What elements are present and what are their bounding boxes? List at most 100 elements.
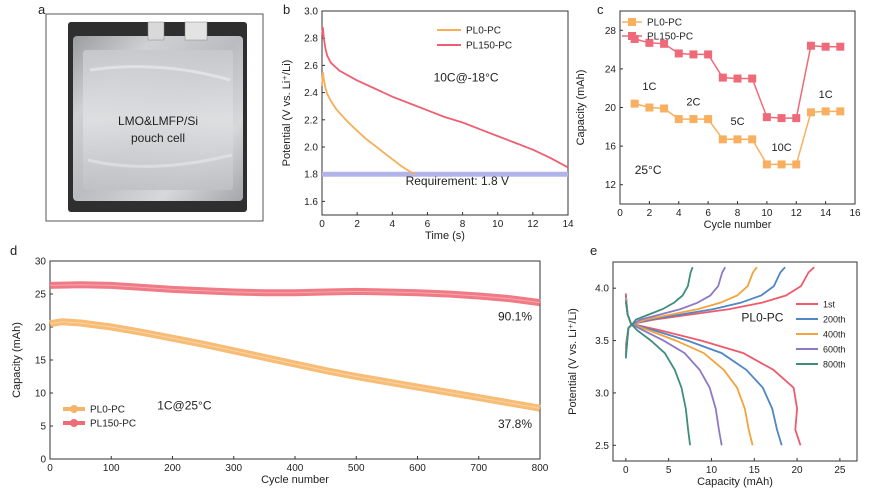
plot-frame (612, 261, 858, 462)
legend-label: PL0-PC (90, 405, 125, 416)
legend-label: PL150-PC (466, 41, 512, 52)
legend-label: 200th (823, 315, 846, 325)
rate-label: 5C (730, 116, 744, 128)
x-tick-label: 14 (562, 219, 574, 230)
legend-label: PL0-PC (466, 26, 501, 37)
data-marker (806, 41, 815, 50)
data-marker (836, 42, 845, 51)
y-tick-label: 2.5 (595, 441, 609, 452)
data-marker (792, 160, 801, 169)
data-marker (806, 108, 815, 117)
panel-letter-d: d (10, 243, 17, 258)
x-tick-label: 700 (470, 463, 487, 474)
x-tick-label: 400 (287, 463, 304, 474)
legend-marker (70, 419, 78, 427)
x-tick-label: 100 (103, 463, 120, 474)
x-tick-label: 16 (849, 208, 861, 219)
y-tick-label: 24 (605, 64, 617, 75)
legend-label: PL150-PC (90, 419, 136, 430)
data-marker (821, 107, 830, 116)
data-marker (718, 135, 727, 144)
data-marker (645, 103, 654, 112)
pouch-caption-line-1: LMO&LMFP/Si (118, 114, 198, 128)
sample-annotation: PL0-PC (741, 311, 783, 325)
x-tick-label: 4 (390, 219, 396, 230)
legend-label: 800th (823, 360, 846, 370)
series-band-pl150-pc (49, 281, 541, 307)
data-marker (748, 74, 757, 83)
y-tick-label: 12 (605, 180, 617, 191)
series-line-pl0-pc (321, 72, 416, 175)
x-tick-label: 0 (47, 463, 53, 474)
series-band-pl0-pc (49, 318, 541, 412)
x-tick-label: 15 (749, 465, 761, 476)
y-axis-label: Potential (V vs. Li⁺/Li) (567, 308, 579, 415)
x-tick-label: 0 (617, 208, 623, 219)
x-tick-label: 10 (706, 465, 718, 476)
legend-label: 600th (823, 345, 846, 355)
panel-letter-c: c (597, 2, 604, 17)
data-marker (674, 115, 683, 124)
panel-letter-b: b (283, 2, 290, 17)
x-tick-label: 6 (705, 208, 711, 219)
y-axis-label: Potential (V vs. Li⁺/Li) (281, 60, 293, 167)
x-tick-label: 12 (527, 219, 539, 230)
x-tick-label: 4 (676, 208, 682, 219)
x-tick-label: 12 (791, 208, 803, 219)
y-tick-label: 20 (605, 103, 617, 114)
y-tick-label: 16 (605, 142, 617, 153)
condition-annotation: 10C@-18°C (434, 71, 499, 85)
data-marker (704, 115, 713, 124)
rate-label: 1C (819, 89, 833, 101)
x-axis-label: Capacity (mAh) (697, 476, 773, 488)
data-marker (762, 113, 771, 122)
panel-d-cycling: 0 100 200 300 400 500 600 700 800 0 5 10 15 20 25 30 Cyc… (11, 257, 549, 487)
x-tick-label: 25 (834, 465, 846, 476)
y-tick-label: 3.5 (595, 336, 609, 347)
data-marker (660, 39, 669, 48)
x-tick-label: 8 (735, 208, 741, 219)
x-tick-label: 0 (623, 465, 629, 476)
x-tick-label: 2 (647, 208, 653, 219)
y-tick-label: 4.0 (595, 284, 609, 295)
condition-annotation: 1C@25°C (157, 399, 212, 413)
x-tick-label: 200 (164, 463, 181, 474)
retention-label-pl150-pc: 90.1% (498, 309, 532, 323)
series-highlight (49, 284, 541, 304)
y-tick-label: 25 (35, 290, 47, 301)
data-marker (762, 160, 771, 169)
retention-label-pl0-pc: 37.8% (498, 417, 532, 431)
x-tick-label: 14 (820, 208, 832, 219)
legend-label: PL150-PC (647, 32, 693, 43)
charge-curve-400th (624, 266, 758, 353)
y-tick-label: 2.4 (304, 88, 318, 99)
data-marker (777, 114, 786, 123)
x-tick-label: 20 (792, 465, 804, 476)
y-tick-label: 2.2 (304, 115, 318, 126)
rate-label: 2C (686, 97, 700, 109)
pouch-cell-photo: LMO&LMFP/Si pouch cell (45, 13, 264, 222)
legend-marker (628, 32, 636, 40)
y-tick-label: 3.0 (304, 7, 318, 18)
legend-label: PL0-PC (647, 18, 682, 29)
y-tick-label: 5 (40, 422, 46, 433)
panel-letter-a: a (38, 2, 46, 17)
y-tick-label: 2.8 (304, 34, 318, 45)
y-tick-label: 15 (35, 356, 47, 367)
y-tick-label: 3.0 (595, 388, 609, 399)
y-tick-label: 30 (35, 257, 47, 268)
x-tick-label: 0 (319, 219, 325, 230)
requirement-label: Requirement: 1.8 V (406, 174, 509, 188)
legend-marker (628, 18, 636, 26)
data-marker (689, 50, 698, 59)
plot-frame (321, 10, 569, 216)
data-marker (792, 114, 801, 123)
y-tick-label: 28 (605, 26, 617, 37)
y-tick-label: 1.8 (304, 170, 318, 181)
legend-label: 1st (823, 300, 836, 310)
data-marker (689, 115, 698, 124)
rate-label: 10C (771, 142, 791, 154)
data-marker (718, 73, 727, 82)
